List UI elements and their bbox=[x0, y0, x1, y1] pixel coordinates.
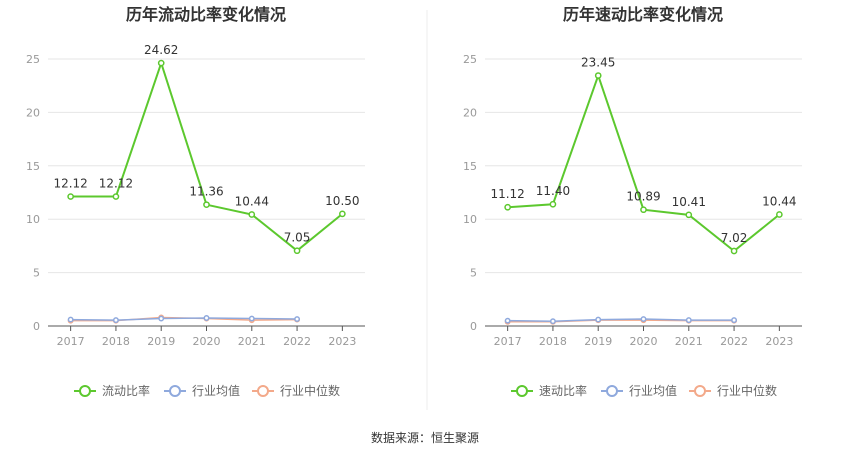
x-tick-label: 2018 bbox=[102, 335, 130, 348]
data-point bbox=[67, 193, 74, 200]
legend-marker bbox=[516, 385, 528, 397]
data-point bbox=[549, 200, 557, 208]
y-tick-label: 10 bbox=[463, 213, 477, 226]
data-label: 10.89 bbox=[626, 190, 660, 204]
x-tick-label: 2019 bbox=[147, 335, 175, 348]
x-tick-label: 2022 bbox=[283, 335, 311, 348]
x-tick-label: 2017 bbox=[494, 335, 522, 348]
legend-label: 行业中位数 bbox=[280, 383, 340, 398]
data-point bbox=[594, 72, 602, 79]
data-point bbox=[730, 247, 738, 255]
y-tick-label: 15 bbox=[463, 160, 477, 173]
y-tick-label: 20 bbox=[26, 106, 40, 119]
data-point bbox=[685, 211, 693, 219]
data-point bbox=[294, 316, 301, 323]
y-tick-label: 25 bbox=[463, 53, 477, 66]
data-point bbox=[640, 206, 647, 214]
data-point bbox=[504, 317, 511, 324]
x-tick-label: 2018 bbox=[539, 335, 567, 348]
data-point bbox=[203, 201, 210, 209]
x-tick-label: 2020 bbox=[193, 335, 221, 348]
data-point bbox=[248, 315, 255, 322]
y-tick-label: 5 bbox=[33, 267, 40, 280]
data-point bbox=[112, 193, 120, 200]
current-ratio-chart: 历年流动比率变化情况 0 5 10 15 20 25 2017 2018 2019 2020 2021… bbox=[26, 5, 365, 398]
data-label: 11.40 bbox=[536, 184, 570, 198]
x-tick-label: 2023 bbox=[765, 335, 793, 348]
legend-label: 速动比率 bbox=[539, 383, 587, 398]
legend-marker bbox=[169, 385, 181, 397]
data-label: 10.41 bbox=[672, 195, 706, 209]
series-line-primary bbox=[507, 72, 780, 253]
data-point bbox=[776, 211, 783, 218]
y-tick-label: 0 bbox=[470, 320, 477, 333]
x-tick-label: 2020 bbox=[630, 335, 658, 348]
x-tick-label: 2022 bbox=[720, 335, 748, 348]
y-tick-label: 15 bbox=[26, 160, 40, 173]
data-label: 11.12 bbox=[490, 187, 524, 201]
data-label: 12.12 bbox=[53, 177, 87, 191]
data-label: 12.12 bbox=[99, 177, 133, 191]
data-point bbox=[158, 315, 165, 322]
series-line-primary bbox=[70, 59, 343, 252]
data-point bbox=[67, 316, 74, 323]
data-label: 11.36 bbox=[189, 185, 223, 199]
data-point bbox=[248, 211, 256, 218]
data-point bbox=[203, 315, 210, 321]
series-line-industry-average bbox=[507, 318, 735, 322]
y-tick-label: 10 bbox=[26, 213, 40, 226]
data-source: 数据来源：恒生聚源 bbox=[371, 430, 479, 445]
legend-marker bbox=[606, 385, 618, 397]
x-tick-label: 2021 bbox=[675, 335, 703, 348]
legend-label: 行业均值 bbox=[629, 383, 677, 398]
data-point bbox=[685, 317, 692, 324]
x-tick-label: 2017 bbox=[57, 335, 85, 348]
x-tick-label: 2023 bbox=[328, 335, 356, 348]
legend-label: 行业均值 bbox=[192, 383, 240, 398]
data-point bbox=[595, 316, 602, 323]
data-point bbox=[504, 203, 511, 211]
x-tick-label: 2021 bbox=[238, 335, 266, 348]
legend-marker bbox=[257, 385, 269, 397]
y-tick-label: 0 bbox=[33, 320, 40, 333]
y-tick-label: 5 bbox=[470, 267, 477, 280]
series-line-industry-average bbox=[70, 317, 298, 321]
legend-marker bbox=[694, 385, 706, 397]
data-label: 23.45 bbox=[581, 56, 615, 70]
y-tick-label: 20 bbox=[463, 106, 477, 119]
y-tick-label: 25 bbox=[26, 53, 40, 66]
legend-label: 流动比率 bbox=[102, 383, 150, 398]
data-point bbox=[339, 210, 346, 218]
data-point bbox=[112, 317, 119, 324]
data-point bbox=[549, 318, 556, 325]
data-label: 10.44 bbox=[762, 195, 796, 209]
quick-ratio-chart: 历年速动比率变化情况 0 5 10 15 20 25 2017 2018 2019 2020 2021… bbox=[463, 5, 802, 398]
data-label: 24.62 bbox=[144, 43, 178, 57]
chart-title: 历年速动比率变化情况 bbox=[563, 5, 723, 24]
legend-marker bbox=[79, 385, 91, 397]
data-point bbox=[293, 247, 301, 255]
legend-label: 行业中位数 bbox=[717, 383, 777, 398]
data-point bbox=[640, 316, 647, 323]
data-label: 10.44 bbox=[235, 195, 269, 209]
data-label: 10.50 bbox=[325, 194, 359, 208]
x-tick-label: 2019 bbox=[584, 335, 612, 348]
data-label: 7.02 bbox=[721, 231, 748, 245]
data-point bbox=[731, 317, 738, 324]
chart-title: 历年流动比率变化情况 bbox=[126, 5, 286, 24]
data-point bbox=[157, 59, 165, 67]
data-label: 7.05 bbox=[284, 231, 311, 245]
